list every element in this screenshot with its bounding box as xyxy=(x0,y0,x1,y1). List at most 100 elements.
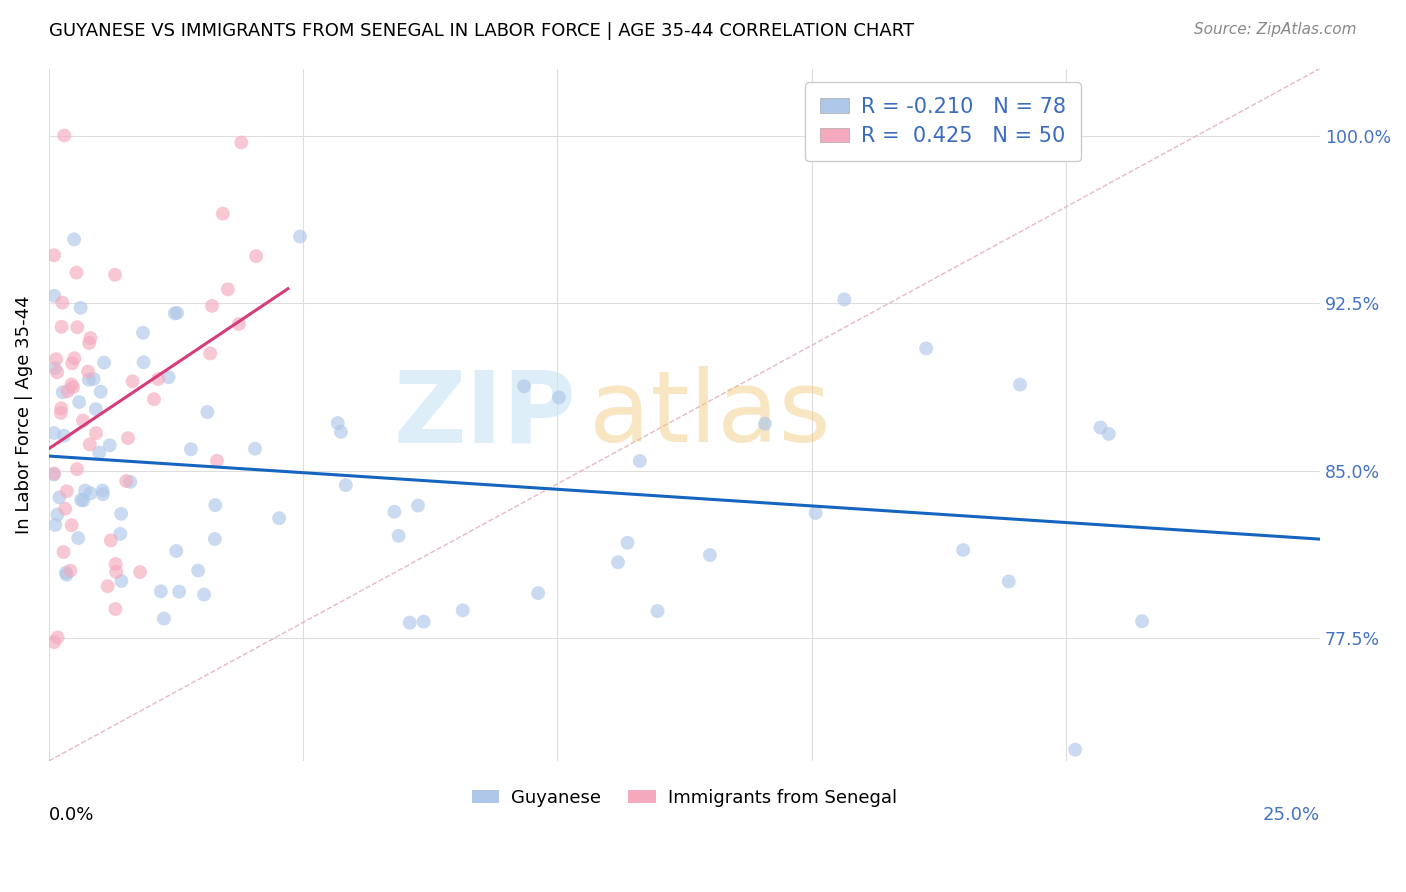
Point xyxy=(217,282,239,296)
Point xyxy=(384,505,406,519)
Point xyxy=(513,379,536,393)
Text: 25.0%: 25.0% xyxy=(1263,805,1320,824)
Text: ZIP: ZIP xyxy=(394,367,576,463)
Point xyxy=(388,529,411,543)
Point xyxy=(201,299,224,313)
Point xyxy=(198,346,221,360)
Point xyxy=(42,248,65,262)
Point xyxy=(110,526,132,541)
Point xyxy=(406,499,429,513)
Point xyxy=(187,564,209,578)
Point xyxy=(55,567,77,582)
Point xyxy=(804,506,827,520)
Point xyxy=(75,483,97,498)
Point xyxy=(67,395,90,409)
Point xyxy=(55,566,77,580)
Point xyxy=(120,475,142,489)
Point xyxy=(915,342,938,356)
Point xyxy=(63,351,86,366)
Point xyxy=(1090,420,1112,434)
Point xyxy=(527,586,550,600)
Point xyxy=(84,425,107,440)
Point xyxy=(84,402,107,417)
Point xyxy=(166,306,188,320)
Point xyxy=(269,511,291,525)
Point xyxy=(110,507,132,521)
Point xyxy=(98,438,121,452)
Point xyxy=(288,229,311,244)
Point xyxy=(1130,614,1153,628)
Point xyxy=(115,474,138,488)
Point xyxy=(53,501,76,516)
Point xyxy=(56,384,79,399)
Point xyxy=(195,405,218,419)
Point xyxy=(91,487,114,501)
Point xyxy=(72,493,94,508)
Y-axis label: In Labor Force | Age 35-44: In Labor Force | Age 35-44 xyxy=(15,295,32,534)
Point xyxy=(212,207,235,221)
Point xyxy=(89,445,111,459)
Point xyxy=(167,584,190,599)
Point xyxy=(110,574,132,588)
Point xyxy=(77,365,100,379)
Point xyxy=(60,377,83,392)
Point xyxy=(79,331,101,345)
Point xyxy=(79,437,101,451)
Point xyxy=(548,391,571,405)
Point xyxy=(44,517,66,532)
Point xyxy=(51,319,73,334)
Point xyxy=(44,289,66,303)
Point xyxy=(42,635,65,649)
Point xyxy=(53,128,76,143)
Legend: Guyanese, Immigrants from Senegal: Guyanese, Immigrants from Senegal xyxy=(464,781,904,814)
Point xyxy=(67,531,90,545)
Point xyxy=(754,417,776,431)
Point xyxy=(231,136,253,150)
Point xyxy=(70,492,93,507)
Point xyxy=(205,454,228,468)
Point xyxy=(1010,377,1032,392)
Point xyxy=(65,266,87,280)
Point xyxy=(83,372,105,386)
Point xyxy=(157,370,180,384)
Point xyxy=(647,604,669,618)
Point xyxy=(204,498,226,512)
Point xyxy=(63,232,86,246)
Point xyxy=(66,462,89,476)
Point xyxy=(51,401,73,416)
Point xyxy=(243,442,266,456)
Point xyxy=(607,555,630,569)
Point xyxy=(335,478,357,492)
Text: 0.0%: 0.0% xyxy=(49,805,94,824)
Point xyxy=(129,565,152,579)
Text: atlas: atlas xyxy=(589,367,831,463)
Point xyxy=(42,467,65,481)
Point xyxy=(42,425,65,440)
Point xyxy=(90,384,112,399)
Point xyxy=(398,615,420,630)
Point xyxy=(997,574,1019,589)
Point xyxy=(180,442,202,457)
Point xyxy=(952,543,974,558)
Point xyxy=(46,631,69,645)
Point xyxy=(104,602,127,616)
Point xyxy=(1098,426,1121,441)
Point xyxy=(628,454,651,468)
Point xyxy=(143,392,166,407)
Point xyxy=(104,268,127,282)
Point xyxy=(451,603,474,617)
Point xyxy=(832,293,855,307)
Point xyxy=(49,406,72,420)
Point xyxy=(48,491,70,505)
Point xyxy=(62,380,84,394)
Point xyxy=(91,483,114,498)
Text: Source: ZipAtlas.com: Source: ZipAtlas.com xyxy=(1194,22,1357,37)
Point xyxy=(193,588,215,602)
Point xyxy=(412,615,434,629)
Point xyxy=(1064,742,1087,756)
Point xyxy=(149,584,172,599)
Point xyxy=(104,557,127,571)
Point xyxy=(51,295,73,310)
Point xyxy=(55,484,77,499)
Point xyxy=(45,352,67,367)
